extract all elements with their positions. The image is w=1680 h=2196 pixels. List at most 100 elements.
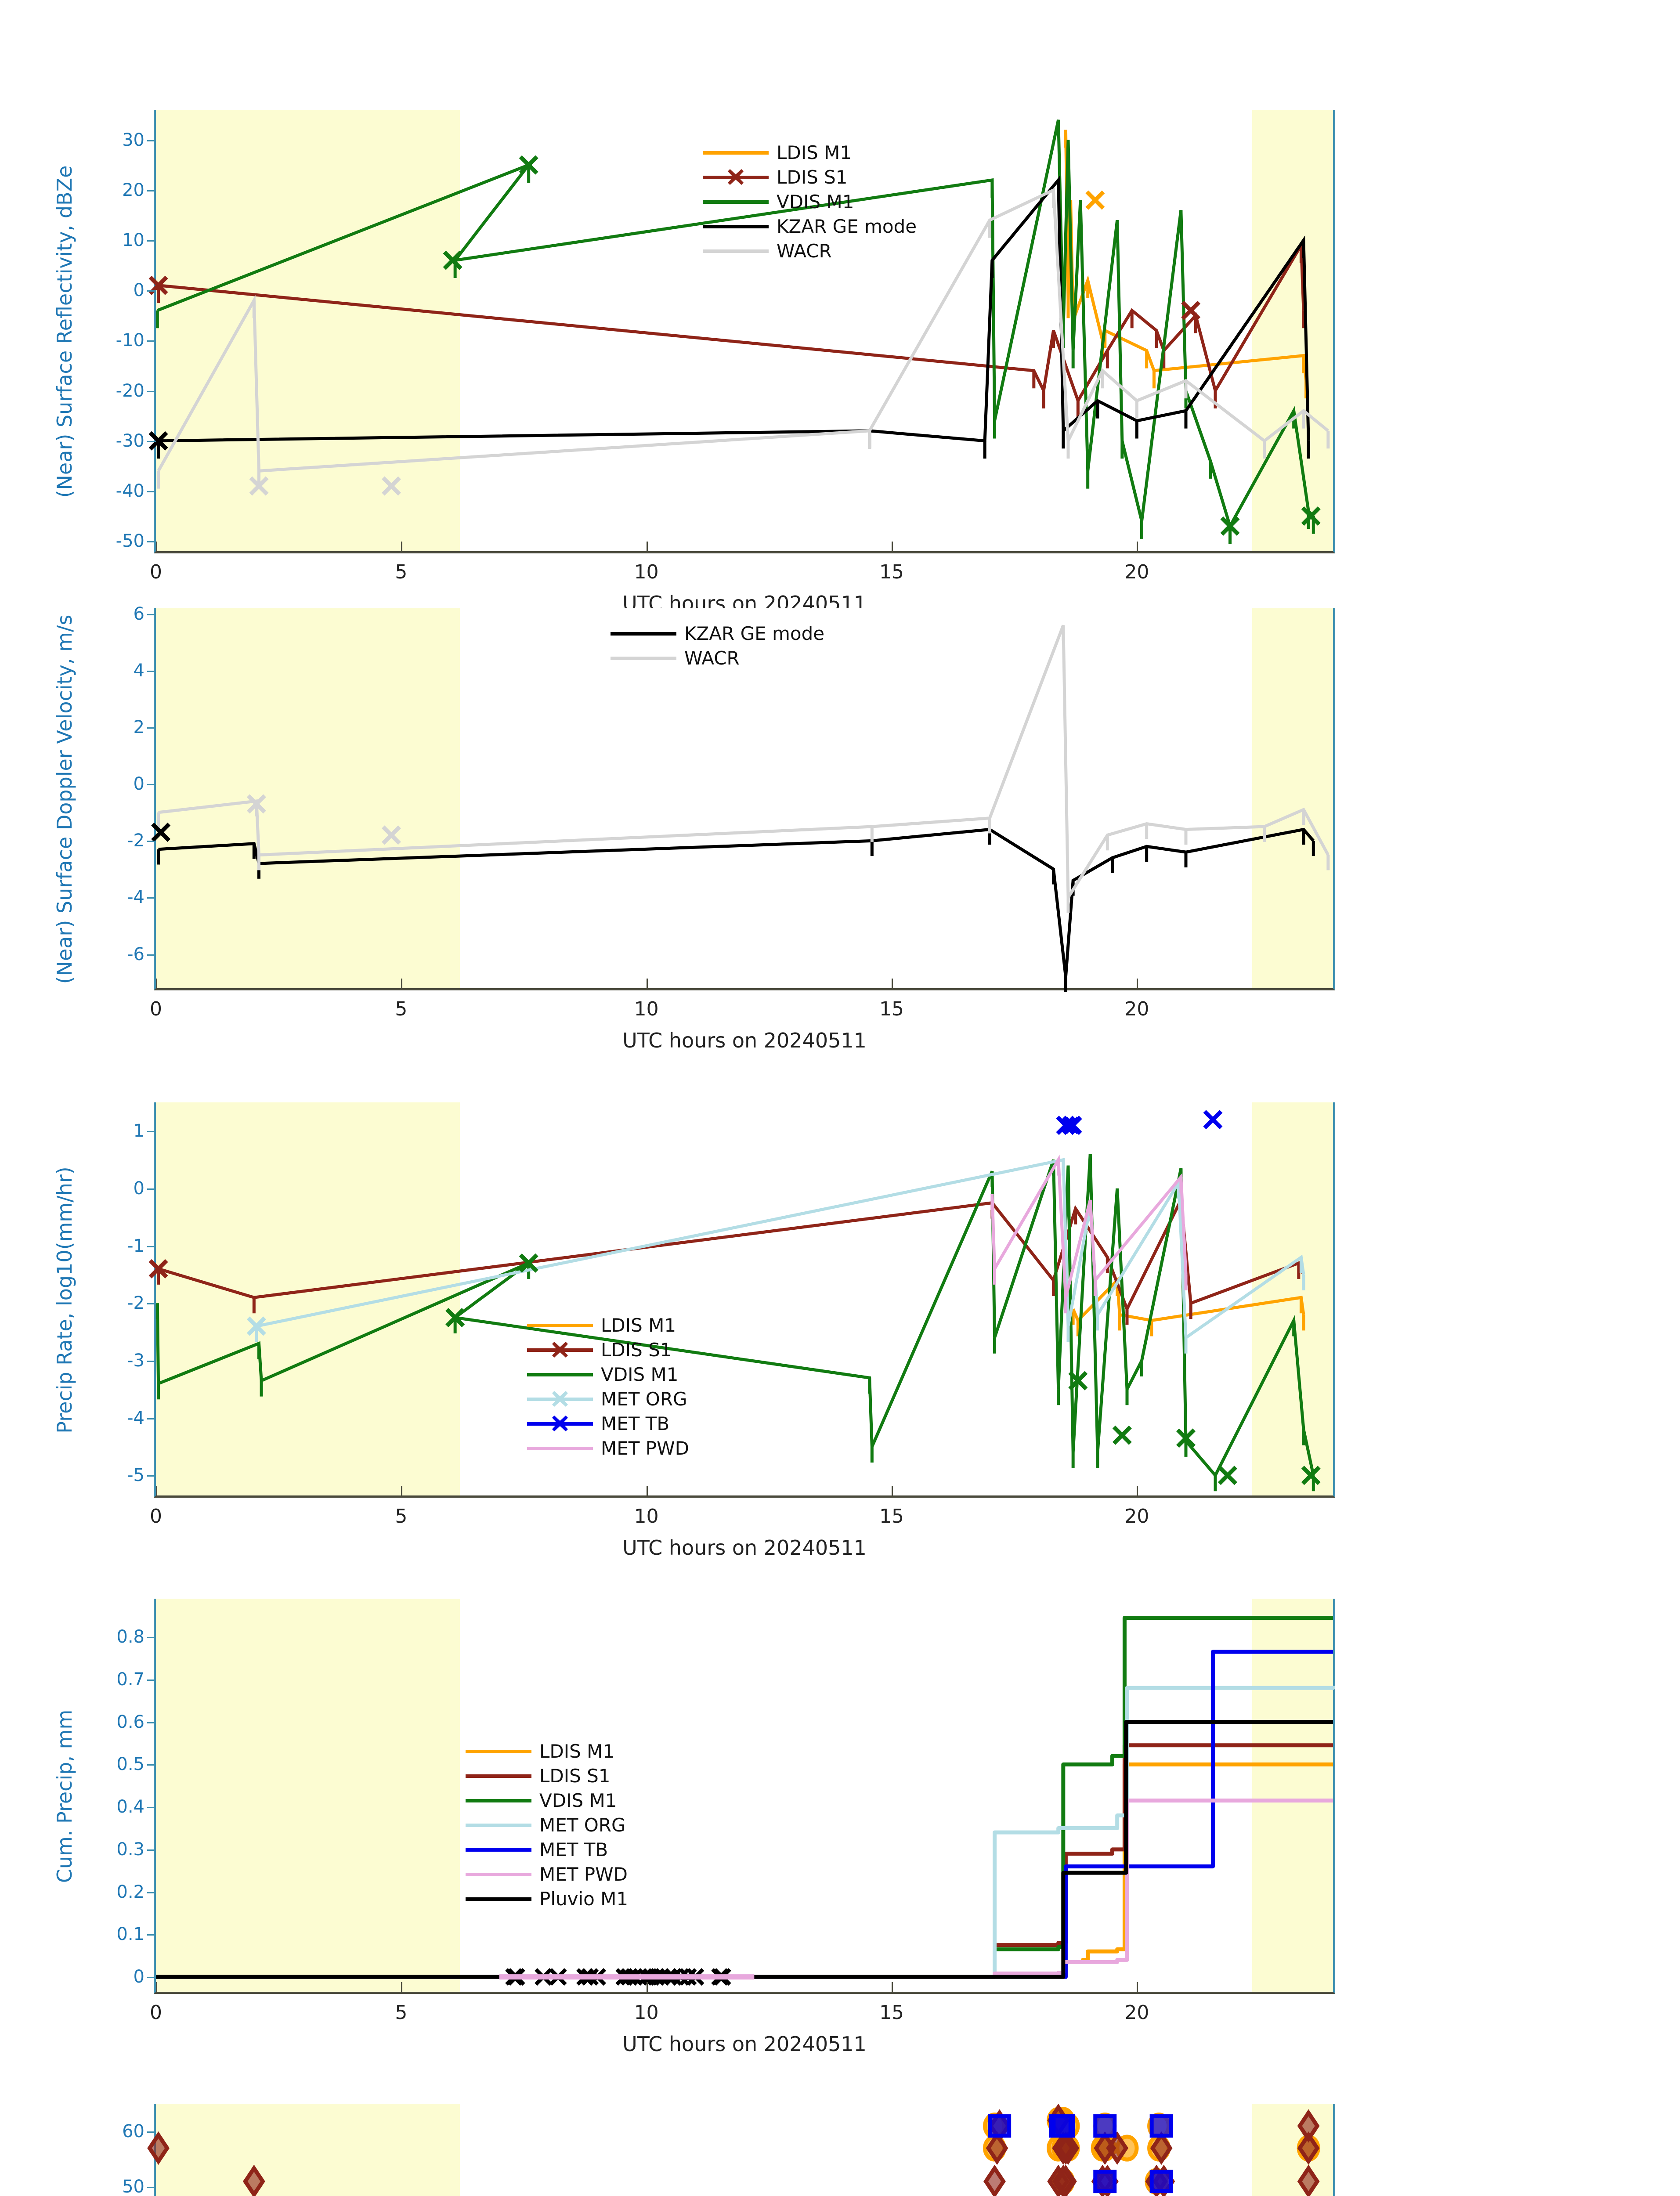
x-tick-label: 15: [879, 2001, 904, 2024]
legend-item-met-tb[interactable]: MET TB: [466, 1838, 628, 1862]
legend-label: Pluvio M1: [539, 1888, 629, 1910]
y-tick: [147, 190, 156, 191]
legend-item-vdis-m1[interactable]: VDIS M1: [466, 1788, 628, 1813]
legend-label: LDIS M1: [777, 142, 852, 163]
legend-label: WACR: [777, 240, 832, 262]
legend-doppler-velocity: KZAR GE mode WACR: [611, 621, 824, 671]
y-axis-title: (Near) Surface Reflectivity, dBZe: [53, 165, 76, 498]
y-tick: [147, 491, 156, 492]
y-tick: [147, 240, 156, 242]
y-tick-label: 30: [122, 130, 145, 150]
legend-item-met-org[interactable]: MET ORG: [466, 1813, 628, 1838]
legend-line-swatch: [703, 200, 769, 204]
legend-line-swatch: [527, 1324, 593, 1327]
y-tick: [147, 1722, 156, 1723]
legend-item-vdis-m1[interactable]: VDIS M1: [527, 1362, 689, 1387]
legend-label: MET TB: [539, 1839, 608, 1860]
y-tick-label: -2: [127, 831, 145, 851]
legend-item-met-pwd[interactable]: MET PWD: [466, 1862, 628, 1887]
legend-item-kzar-ge-mode[interactable]: KZAR GE mode: [703, 214, 917, 239]
y-tick: [147, 1131, 156, 1133]
y-axis-title: (Near) Surface Doppler Velocity, m/s: [53, 614, 76, 984]
y-tick-label: 0.6: [116, 1712, 145, 1732]
y-tick: [147, 1303, 156, 1305]
y-tick: [147, 1764, 156, 1766]
x-tick-label: 15: [879, 1505, 904, 1528]
x-tick: [1137, 979, 1138, 988]
legend-line-swatch: [466, 1824, 531, 1827]
y-tick: [147, 1246, 156, 1247]
legend-item-wacr[interactable]: WACR: [703, 239, 917, 264]
y-tick: [147, 727, 156, 729]
x-tick-label: 10: [634, 998, 659, 1020]
night-shade-1: [1252, 608, 1333, 988]
plot-area-weather-codes: 010203040506005101520UTC hours on 202405…: [122, 2103, 1335, 2196]
legend-item-pluvio-m1[interactable]: Pluvio M1: [466, 1887, 628, 1911]
y-tick: [147, 1360, 156, 1362]
x-tick: [646, 979, 648, 988]
x-axis-title: UTC hours on 20240511: [622, 1029, 867, 1052]
y-tick: [147, 1637, 156, 1639]
panel-cum-precip: 0 0.1 0.2 0.3 0.4 0.5 0.6 0.7 0.8 0 5 10 15 20 UTC hou…: [0, 1599, 1680, 2082]
x-tick: [401, 979, 403, 988]
legend-line-swatch: [703, 249, 769, 253]
legend-item-kzar-ge-mode[interactable]: KZAR GE mode: [611, 621, 824, 646]
data-layer-reflectivity: [148, 119, 1330, 544]
y-tick-label: -10: [116, 330, 145, 351]
y-tick-label: 1: [133, 1121, 145, 1141]
legend-item-ldis-s1[interactable]: LDIS S1: [703, 165, 917, 190]
x-tick-label: 5: [395, 2001, 408, 2024]
y-tick-label: -1: [127, 1235, 145, 1256]
y-tick: [147, 1977, 156, 1979]
legend-line-swatch: [703, 225, 769, 228]
legend-item-ldis-m1[interactable]: LDIS M1: [527, 1313, 689, 1338]
legend-label: LDIS M1: [601, 1315, 676, 1336]
legend-label: LDIS S1: [777, 166, 848, 188]
x-tick: [401, 1982, 403, 1992]
plot-area-doppler-velocity: -6 -4 -2 0 2 4 6 0 5 10 15 20 UTC hours on 20240511: [127, 604, 1335, 1052]
legend-label: MET PWD: [601, 1438, 689, 1459]
legend-label: LDIS M1: [539, 1741, 615, 1762]
legend-item-met-org[interactable]: MET ORG: [527, 1387, 689, 1412]
x-tick-label: 15: [879, 561, 904, 583]
night-shade-1: [1252, 1599, 1333, 1992]
legend-item-ldis-m1[interactable]: LDIS M1: [466, 1739, 628, 1764]
y-axis-title: Cum. Precip, mm: [53, 1709, 76, 1883]
x-tick: [401, 1486, 403, 1495]
plot-area-precip-rate: -5 -4 -3 -2 -1 0 1 0 5 10 15 20 UTC hours on 2024051…: [127, 1102, 1335, 1560]
x-tick-label: 20: [1124, 1505, 1149, 1528]
x-axis-title: UTC hours on 20240511: [622, 1536, 867, 1560]
night-shade-0: [156, 2104, 460, 2196]
legend-label: WACR: [684, 647, 740, 669]
y-tick: [147, 954, 156, 956]
x-tick: [156, 979, 157, 988]
x-tick: [646, 1982, 648, 1992]
y-tick-label: 20: [122, 180, 145, 200]
legend-label: LDIS S1: [539, 1765, 611, 1787]
legend-item-vdis-m1[interactable]: VDIS M1: [703, 190, 917, 214]
data-layer-precip-rate: [148, 1110, 1321, 1492]
y-tick-label: 0: [133, 774, 145, 795]
x-tick: [156, 542, 157, 551]
y-tick-label: 0.7: [116, 1669, 145, 1690]
legend-item-met-pwd[interactable]: MET PWD: [527, 1436, 689, 1461]
y-tick: [147, 1807, 156, 1809]
y-tick-label: 0: [133, 280, 145, 301]
x-tick-label: 15: [879, 998, 904, 1020]
y-tick: [147, 614, 156, 615]
x-tick: [892, 979, 893, 988]
legend-item-ldis-m1[interactable]: LDIS M1: [703, 141, 917, 165]
legend-reflectivity: LDIS M1 LDIS S1 VDIS M1 KZAR GE mode WACR: [703, 141, 917, 264]
y-tick-label: -3: [127, 1350, 145, 1371]
legend-item-ldis-s1[interactable]: LDIS S1: [527, 1338, 689, 1362]
legend-item-met-tb[interactable]: MET TB: [527, 1412, 689, 1436]
legend-item-wacr[interactable]: WACR: [611, 646, 824, 671]
legend-line-swatch: [527, 1391, 593, 1407]
plot-area-cum-precip: 0 0.1 0.2 0.3 0.4 0.5 0.6 0.7 0.8 0 5 10 15 20 UTC hou…: [116, 1599, 1335, 2056]
legend-line-swatch: [466, 1774, 531, 1778]
x-tick: [892, 1486, 893, 1495]
legend-item-ldis-s1[interactable]: LDIS S1: [466, 1764, 628, 1788]
y-tick-label: -4: [127, 1408, 145, 1428]
panel-precip-rate: -5 -4 -3 -2 -1 0 1 0 5 10 15 20 UTC hours on 2024051…: [0, 1102, 1680, 1586]
x-tick-label: 20: [1124, 2001, 1149, 2024]
